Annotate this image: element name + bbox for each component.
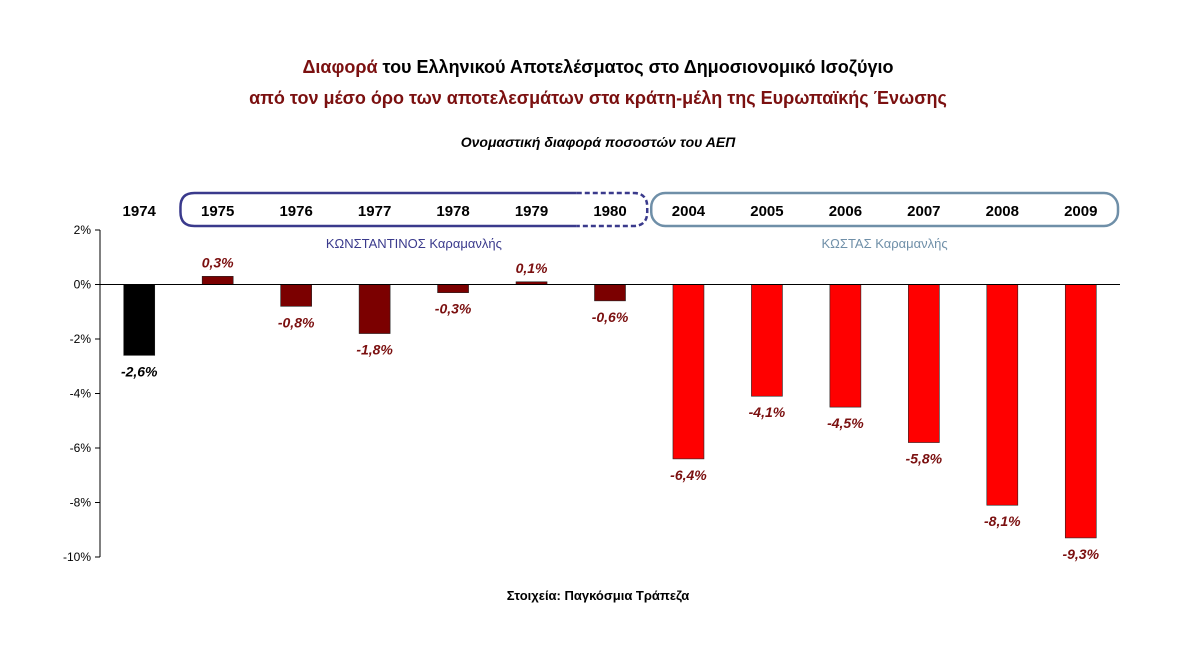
group-label-0: ΚΩΝΣΤΑΝΤΙΝΟΣ Καραμανλής [326,236,502,251]
category-label: 1977 [358,203,391,220]
chart-title-rest: του Ελληνικού Αποτελέσματος στο Δημοσιον… [377,57,894,77]
bar-value-label: -2,6% [121,363,158,379]
bar [594,284,626,302]
bar [437,284,469,293]
y-tick-label: -10% [63,550,91,564]
chart-subtitle: Ονομαστική διαφορά ποσοστών του ΑΕΠ [460,134,736,150]
y-tick-label: 2% [74,223,92,237]
group-bracket-0 [179,191,577,228]
bar-value-label: -4,5% [827,415,864,431]
bar-value-label: -4,1% [749,404,786,420]
bar [672,284,705,460]
bar [280,284,312,307]
category-label: 2008 [986,203,1019,220]
bar [829,284,862,408]
bar [123,284,156,356]
category-label: 1975 [201,203,234,220]
bar-value-label: -5,8% [906,451,943,467]
bar [1064,284,1097,539]
category-label: 1978 [436,203,469,220]
group-bracket-dashed-0 [576,191,649,228]
category-label: 2009 [1064,203,1097,220]
category-label: 2006 [829,203,862,220]
y-tick-label: -4% [70,387,92,401]
category-label: 1974 [123,203,157,220]
category-label: 2005 [750,203,783,220]
y-tick-label: 0% [74,278,92,292]
bar-value-label: -8,1% [984,513,1021,529]
source-note: Στοιχεία: Παγκόσμια Τράπεζα [506,588,690,603]
bar [201,276,234,285]
y-tick-label: -8% [70,496,92,510]
bar-value-label: -6,4% [670,467,707,483]
bar-value-label: -0,6% [592,309,629,325]
bar [908,284,940,443]
category-label: 1979 [515,203,548,220]
chart-title-accent: Διαφορά [302,57,378,77]
bar-value-label: -0,8% [278,314,315,330]
bar [751,284,783,397]
category-label: 2007 [907,203,940,220]
bar [986,284,1019,506]
bar [358,284,391,334]
category-label: 1980 [593,203,626,220]
chart-title-line1: Διαφορά του Ελληνικού Αποτελέσματος στο … [0,57,1196,78]
bar-value-label: 0,1% [516,260,548,276]
bar-value-label: -1,8% [356,342,393,358]
category-label: 2004 [672,203,706,220]
category-label: 1976 [279,203,312,220]
bar-value-label: -0,3% [435,301,472,317]
bar-value-label: 0,3% [202,254,234,270]
y-tick-label: -2% [70,332,92,346]
group-bracket-1 [649,191,1120,228]
y-tick-label: -6% [70,441,92,455]
group-label-1: ΚΩΣΤΑΣ Καραμανλής [822,236,948,251]
chart-title-line2: από τον μέσο όρο των αποτελεσμάτων στα κ… [249,88,947,108]
bar-value-label: -9,3% [1062,546,1099,562]
